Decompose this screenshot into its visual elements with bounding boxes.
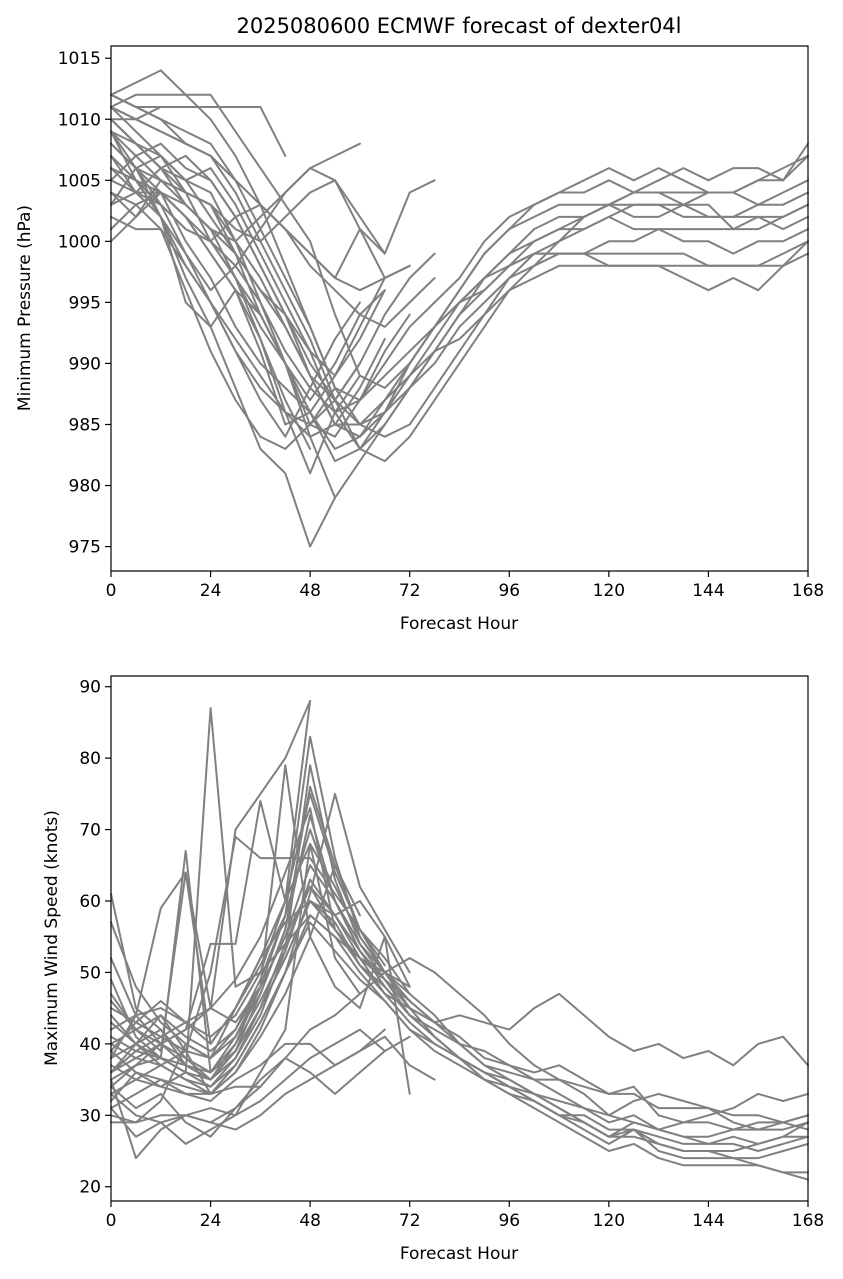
wind-series-line [110,835,411,1067]
pressure-series-group [110,69,809,548]
wind-series-line [110,864,361,1095]
wind-x-tick-label: 96 [498,1211,520,1231]
pressure-series-line [110,167,411,292]
wind-y-tick-label: 80 [79,749,101,769]
wind-series-line [110,914,287,1052]
wind-series-line [110,700,312,1088]
chart-title: 2025080600 ECMWF forecast of dexter04l [236,14,681,38]
pressure-y-tick-label: 1000 [58,232,101,252]
wind-series-line [110,1028,386,1102]
wind-x-tick-label: 72 [399,1211,421,1231]
pressure-x-tick-label: 0 [106,581,117,601]
pressure-x-axis-label: Forecast Hour [400,614,518,634]
wind-x-axis-label: Forecast Hour [400,1244,518,1264]
wind-y-tick-label: 50 [79,963,101,983]
wind-series-line [110,885,809,1152]
wind-series-group [110,700,809,1181]
wind-series-line [110,707,411,1088]
pressure-series-line [110,130,386,402]
wind-x-tick-label: 48 [299,1211,321,1231]
wind-y-axis-label: Maximum Wind Speed (knots) [42,810,62,1066]
pressure-series-line [110,130,361,438]
wind-panel: 0 24 48 72 96 120 144 168 20 30 40 50 60 70 80 90 Fore… [42,675,824,1264]
wind-y-tick-label: 70 [79,821,101,841]
wind-y-axis: 20 30 40 50 60 70 80 90 [79,678,111,1198]
pressure-series-line [110,167,436,426]
pressure-x-tick-label: 120 [593,581,625,601]
wind-series-line [110,764,411,1095]
wind-series-line [110,1028,386,1160]
wind-series-line [110,1014,262,1095]
wind-series-line [110,842,809,1124]
pressure-x-tick-label: 72 [399,581,421,601]
wind-series-line [110,1035,411,1138]
pressure-y-tick-label: 985 [69,415,101,435]
pressure-x-tick-label: 168 [792,581,824,601]
pressure-series-line [110,142,386,279]
pressure-series-line [110,130,809,450]
pressure-series-line [110,118,361,475]
pressure-series-line [110,118,436,255]
pressure-y-tick-label: 990 [69,354,101,374]
pressure-y-tick-label: 980 [69,477,101,497]
wind-x-axis: 0 24 48 72 96 120 144 168 [106,1201,824,1231]
wind-x-tick-label: 168 [792,1211,824,1231]
pressure-series-line [110,130,361,243]
pressure-y-tick-label: 1010 [58,110,101,130]
pressure-series-line [110,93,809,438]
wind-plot-frame [110,675,809,1202]
pressure-x-tick-label: 96 [498,581,520,601]
wind-series-line [110,1035,436,1138]
wind-x-tick-label: 120 [593,1211,625,1231]
pressure-series-line [110,106,262,121]
pressure-x-tick-label: 24 [200,581,222,601]
pressure-series-line [110,142,809,426]
pressure-series-line [110,106,386,292]
pressure-series-line [110,106,809,463]
wind-series-line [110,900,809,1174]
wind-series-line [110,878,809,1152]
wind-series-line [110,850,386,1074]
wind-series-line [110,764,436,1081]
pressure-x-tick-label: 144 [692,581,724,601]
wind-series-line [110,792,411,1088]
wind-y-tick-label: 60 [79,892,101,912]
pressure-series-line [110,69,809,402]
wind-x-tick-label: 0 [106,1211,117,1231]
pressure-y-tick-label: 1005 [58,171,101,191]
pressure-y-axis: 975 980 985 990 995 1000 1005 1010 1015 [58,49,111,558]
pressure-y-tick-label: 995 [69,293,101,313]
wind-x-tick-label: 24 [200,1211,222,1231]
wind-y-tick-label: 40 [79,1035,101,1055]
pressure-y-tick-label: 975 [69,538,101,558]
pressure-series-line [110,93,287,157]
wind-y-tick-label: 30 [79,1106,101,1126]
wind-series-line [110,842,361,1145]
wind-series-line [110,785,386,1081]
pressure-series-line [110,215,336,450]
wind-y-tick-label: 90 [79,678,101,698]
pressure-series-line [110,191,361,402]
pressure-x-tick-label: 48 [299,581,321,601]
wind-x-tick-label: 144 [692,1211,724,1231]
pressure-plot-frame [110,45,809,572]
wind-series-line [110,807,336,1045]
wind-y-tick-label: 20 [79,1178,101,1198]
pressure-x-axis: 0 24 48 72 96 120 144 168 [106,571,824,601]
pressure-y-tick-label: 1015 [58,49,101,69]
pressure-y-axis-label: Minimum Pressure (hPa) [15,205,35,411]
pressure-series-line [110,191,386,438]
pressure-panel: 2025080600 ECMWF forecast of dexter04l 0… [15,14,824,634]
